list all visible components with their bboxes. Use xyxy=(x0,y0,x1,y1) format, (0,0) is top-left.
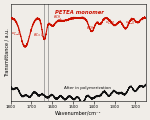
Text: After in polymerization: After in polymerization xyxy=(64,86,111,90)
Text: $\delta_{CH_2}$: $\delta_{CH_2}$ xyxy=(86,25,95,33)
Text: $\upsilon_{C\!-\!O}$: $\upsilon_{C\!-\!O}$ xyxy=(11,30,21,38)
X-axis label: Wavenumber/cm⁻¹: Wavenumber/cm⁻¹ xyxy=(55,111,101,116)
Text: $\delta_{C=C}$: $\delta_{C=C}$ xyxy=(33,31,44,39)
Text: PETEA monomer: PETEA monomer xyxy=(55,10,104,15)
Text: $\upsilon_{C\!-\!O}$: $\upsilon_{C\!-\!O}$ xyxy=(105,20,116,27)
Text: $\delta_{CH_2}$: $\delta_{CH_2}$ xyxy=(53,14,62,22)
Y-axis label: Transmittance / a.u.: Transmittance / a.u. xyxy=(4,28,9,77)
Text: $\upsilon_{C\!-\!O}$: $\upsilon_{C\!-\!O}$ xyxy=(125,20,136,27)
